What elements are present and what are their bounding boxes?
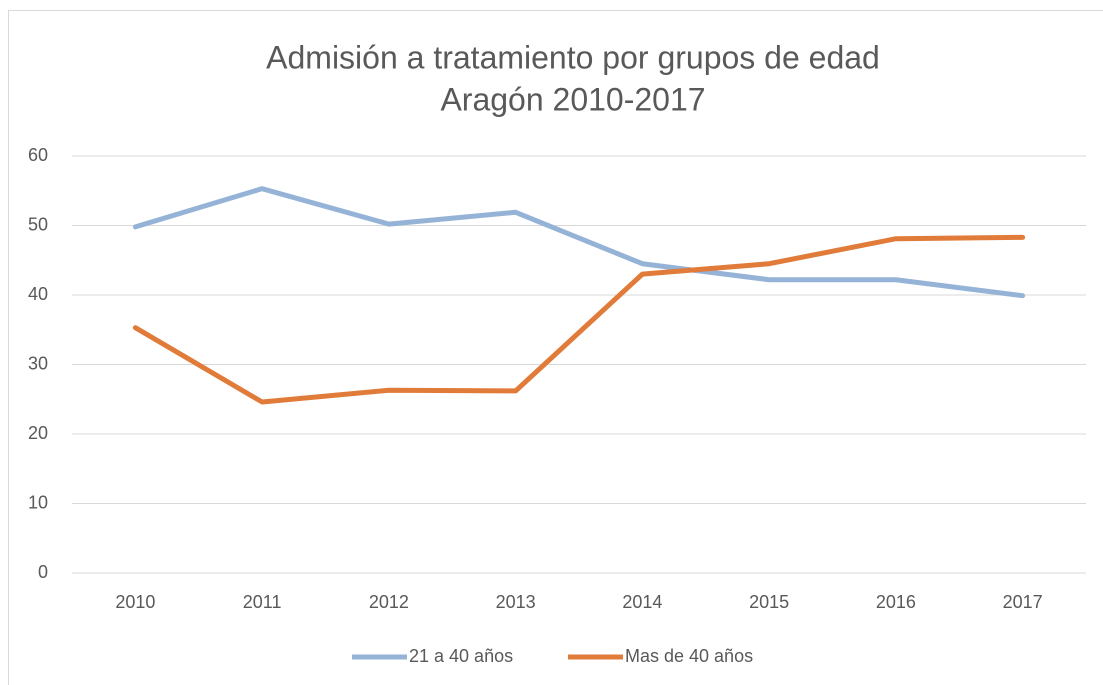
y-tick-label: 60 <box>28 145 48 165</box>
data-line <box>132 234 1026 405</box>
x-tick-label: 2017 <box>1003 592 1043 612</box>
x-tick-label: 2011 <box>243 592 282 612</box>
chart-border <box>8 10 1103 685</box>
y-tick-label: 40 <box>28 284 48 304</box>
x-tick-label: 2016 <box>876 592 916 612</box>
legend-label: 21 a 40 años <box>409 646 513 666</box>
y-tick-label: 10 <box>28 492 48 512</box>
y-tick-label: 0 <box>38 562 48 582</box>
x-tick-label: 2010 <box>115 592 155 612</box>
chart-title: Aragón 2010-2017 <box>440 81 705 117</box>
y-tick-label: 20 <box>28 423 48 443</box>
data-line <box>132 186 1026 299</box>
x-tick-label: 2013 <box>496 592 536 612</box>
y-tick-label: 50 <box>28 214 48 234</box>
x-tick-label: 2014 <box>622 592 662 612</box>
chart-title: Admisión a tratamiento por grupos de eda… <box>266 39 880 75</box>
x-tick-label: 2012 <box>369 592 409 612</box>
y-tick-label: 30 <box>28 353 48 373</box>
legend-label: Mas de 40 años <box>625 646 753 666</box>
x-tick-label: 2015 <box>749 592 789 612</box>
